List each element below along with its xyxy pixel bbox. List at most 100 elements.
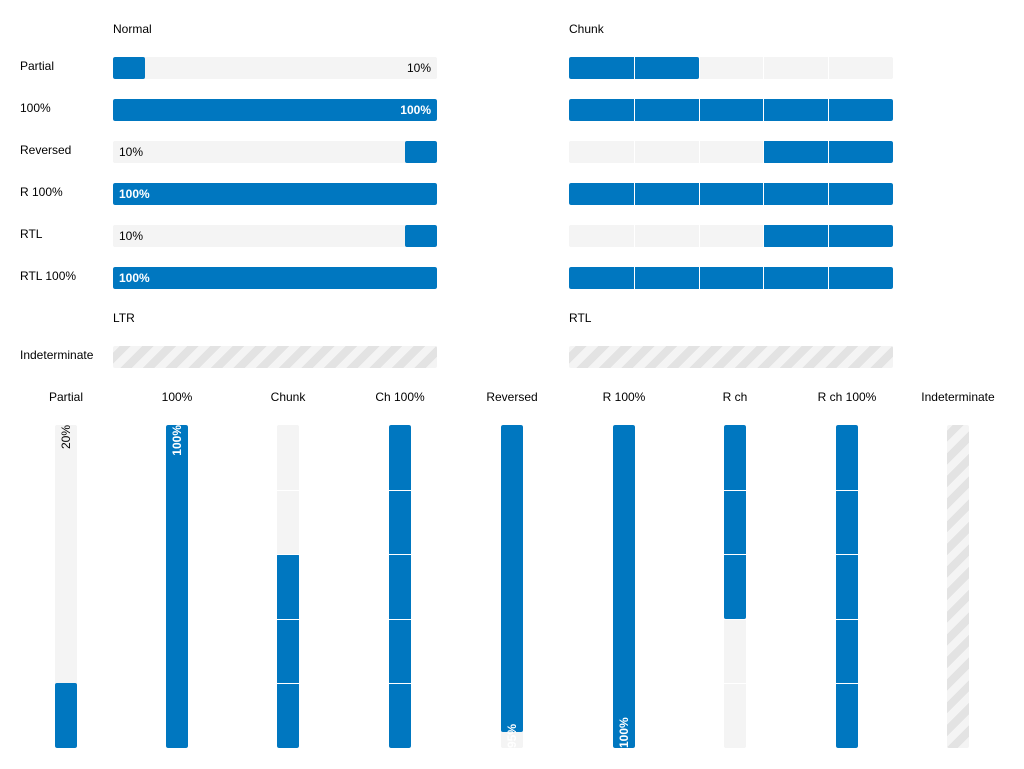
chunk-divider [389,683,411,684]
progress-bar: 100% [113,183,437,205]
chunk-divider [763,225,764,247]
chunk-progress-fill [569,99,893,121]
chunk-divider [836,619,858,620]
chunk-divider [277,683,299,684]
chunk-divider [763,57,764,79]
vertical-progress-fill [613,425,635,748]
chunk-progress-bar [569,57,893,79]
progress-bar: 10% [113,225,437,247]
vertical-label: Indeterminate [921,390,995,404]
vertical-progress-fill [277,554,299,748]
vertical-label: R ch [722,390,748,404]
vertical-progress-bar [836,425,858,748]
vertical-label: Reversed [486,390,538,404]
vertical-progress-bar: 20% [55,425,77,748]
chunk-divider [828,183,829,205]
vertical-label: R ch 100% [817,390,877,404]
vertical-progress-fill [389,425,411,748]
indeterminate-progress-ltr [113,346,437,368]
vertical-progress-bar [277,425,299,748]
progress-fill [405,225,437,247]
vertical-label: Partial [48,390,83,404]
chunk-divider [724,490,746,491]
vertical-progress-text: 100% [617,717,631,748]
chunk-progress-bar [569,183,893,205]
chunk-divider [277,554,299,555]
progress-text: 10% [119,145,144,159]
chunk-divider [634,267,635,289]
chunk-divider [634,225,635,247]
progress-bar: 10% [113,141,437,163]
row-label: RTL 100% [20,269,77,283]
row-label: 100% [20,101,51,115]
chunk-divider [828,57,829,79]
chunk-divider [828,99,829,121]
chunk-divider [699,57,700,79]
chunk-progress-bar [569,99,893,121]
vertical-progress-fill [501,425,523,732]
vertical-progress-fill [55,683,77,748]
chunk-divider [634,183,635,205]
chunk-divider [634,57,635,79]
indeterminate-label: Indeterminate [20,348,94,362]
chunk-divider [763,183,764,205]
progress-text: 100% [119,187,150,201]
chunk-divider [389,619,411,620]
chunk-divider [763,267,764,289]
ltr-header: LTR [113,311,135,325]
progress-fill [113,57,145,79]
vertical-progress-bar [724,425,746,748]
row-label: R 100% [20,185,63,199]
chunk-progress-bar [569,267,893,289]
chunk-progress-bar [569,141,893,163]
vertical-progress-bar: 100% [613,425,635,748]
chunk-progress-fill [569,183,893,205]
chunk-divider [724,683,746,684]
vertical-label: Ch 100% [375,390,425,404]
chunk-divider [634,99,635,121]
vertical-progress-bar: 100% [166,425,188,748]
vertical-progress-text: 100% [170,425,184,456]
row-label: Partial [20,59,55,73]
progress-fill [113,267,437,289]
chunk-divider [828,225,829,247]
chunk-header: Chunk [569,22,604,36]
progress-text: 10% [406,61,431,75]
chunk-divider [763,99,764,121]
chunk-divider [836,554,858,555]
chunk-progress-fill [569,267,893,289]
vertical-progress-text: 20% [59,425,73,450]
row-label: RTL [20,227,43,241]
chunk-divider [389,554,411,555]
vertical-progress-bar [389,425,411,748]
chunk-divider [724,554,746,555]
vertical-progress-bar: 95% [501,425,523,748]
indeterminate-vertical-progress [947,425,969,748]
vertical-label: R 100% [602,390,646,404]
vertical-progress-fill [836,425,858,748]
progress-fill [405,141,437,163]
chunk-divider [828,141,829,163]
chunk-progress-bar [569,225,893,247]
vertical-progress-fill [166,425,188,748]
progress-text: 100% [400,103,431,117]
chunk-divider [724,619,746,620]
chunk-divider [836,683,858,684]
row-label: Reversed [20,143,72,157]
progress-bar: 100% [113,267,437,289]
chunk-divider [836,490,858,491]
chunk-divider [699,183,700,205]
vertical-label: Chunk [270,390,306,404]
vertical-progress-fill [724,425,746,619]
chunk-divider [277,619,299,620]
progress-text: 10% [119,229,144,243]
vertical-progress-text: 95% [505,723,519,748]
rtl-header: RTL [569,311,592,325]
indeterminate-progress-rtl [569,346,893,368]
vertical-label: 100% [161,390,193,404]
progress-bar: 10% [113,57,437,79]
chunk-divider [763,141,764,163]
progress-fill [113,99,437,121]
progress-text: 100% [119,271,150,285]
chunk-divider [699,141,700,163]
